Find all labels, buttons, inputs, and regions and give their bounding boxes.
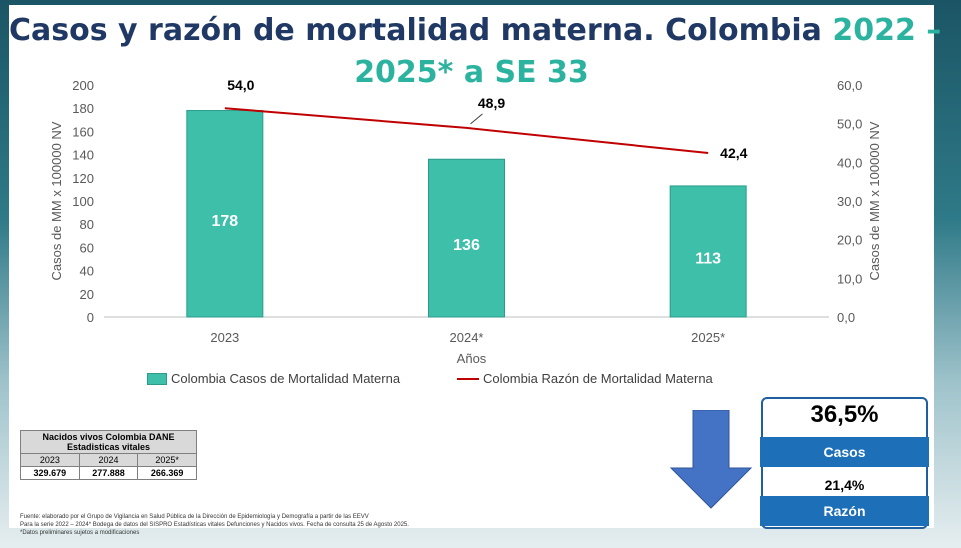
combo-chart: 0 20 40 60 80 100 120 140 160 180 200 0,0 10,0 20,0 3… <box>49 77 882 366</box>
line-value-label: 42,4 <box>720 145 747 161</box>
y-tick-label: 0 <box>87 310 94 325</box>
legend-item-ratio: Colombia Razón de Mortalidad Materna <box>457 371 713 386</box>
y-axis-label: Casos de MM x 100000 NV <box>49 121 64 280</box>
y-tick-label: 80 <box>80 217 94 232</box>
footnote-series: Para la serie 2022 – 2024* Bodega de dat… <box>20 522 409 528</box>
left-axis-ticks: 0 20 40 60 80 100 120 140 160 180 200 <box>72 78 94 325</box>
y-tick-label: 180 <box>72 101 94 116</box>
right-axis-ticks: 0,0 10,0 20,0 30,0 40,0 50,0 60,0 <box>837 78 862 325</box>
y2-tick-label: 40,0 <box>837 155 862 170</box>
legend-label-ratio: Colombia Razón de Mortalidad Materna <box>483 371 713 386</box>
bar-value-label: 136 <box>453 237 480 254</box>
legend-label-cases: Colombia Casos de Mortalidad Materna <box>171 371 401 386</box>
y2-tick-label: 60,0 <box>837 78 862 93</box>
legend-swatch-line <box>457 377 479 380</box>
births-year: 2024 <box>78 453 139 467</box>
legend-item-cases: Colombia Casos de Mortalidad Materna <box>147 371 400 386</box>
chart-title-line-2: 2025* a SE 33 <box>354 55 589 90</box>
footnote: Fuente: elaborado por el Grupo de Vigila… <box>20 513 540 537</box>
line-labels: 54,0 48,9 42,4 <box>227 77 747 161</box>
y-tick-label: 100 <box>72 194 94 209</box>
ratio-label: Razón <box>760 496 929 526</box>
y2-tick-label: 10,0 <box>837 271 862 286</box>
bar <box>669 185 747 318</box>
cases-percentage: 36,5% <box>810 401 879 428</box>
bar-series: 178 136 113 <box>186 110 747 318</box>
y-tick-label: 140 <box>72 148 94 163</box>
down-arrow-icon <box>669 410 753 509</box>
y2-tick-label: 30,0 <box>837 194 862 209</box>
summary-box: 36,5% Casos 21,4% Razón <box>760 397 929 529</box>
y-tick-label: 20 <box>80 287 94 302</box>
bar <box>186 110 264 318</box>
births-table-title: Nacidos vivos Colombia DANE Estadisticas … <box>20 430 197 454</box>
legend-swatch-bar <box>147 372 167 385</box>
births-table: Nacidos vivos Colombia DANE Estadisticas … <box>20 430 197 480</box>
y2-tick-label: 50,0 <box>837 117 862 132</box>
ratio-percentage: 21,4% <box>824 477 865 493</box>
x-axis-ticks: 2023 2024* 2025* <box>210 330 725 345</box>
chart-title-line-1: Casos y razón de mortalidad materna. Col… <box>9 13 942 48</box>
leader-line <box>470 113 483 125</box>
y-tick-label: 200 <box>72 78 94 93</box>
births-value: 277.888 <box>78 466 139 480</box>
bar <box>428 158 505 318</box>
y-tick-label: 40 <box>80 264 94 279</box>
x-tick-label: 2023 <box>210 330 239 345</box>
births-value: 266.369 <box>137 466 197 480</box>
y2-axis-label: Casos de MM x 100000 NV <box>867 121 882 280</box>
slide: Casos y razón de mortalidad materna. Col… <box>9 5 942 536</box>
footnote-preliminary: *Datos preliminares sujetos a modificaci… <box>20 530 140 536</box>
x-tick-label: 2024* <box>450 330 484 345</box>
y-tick-label: 60 <box>80 240 94 255</box>
x-axis-label: Años <box>457 351 487 366</box>
cases-label: Casos <box>760 437 929 467</box>
x-tick-label: 2025* <box>691 330 725 345</box>
footnote-source: Fuente: elaborado por el Grupo de Vigila… <box>20 514 369 520</box>
bar-value-label: 113 <box>695 250 721 267</box>
y-tick-label: 160 <box>72 124 94 139</box>
births-year: 2023 <box>20 453 80 467</box>
line-value-label: 54,0 <box>227 77 254 93</box>
births-value: 329.679 <box>20 466 80 480</box>
y-tick-label: 120 <box>72 171 94 186</box>
line-value-label: 48,9 <box>478 95 505 111</box>
births-year: 2025* <box>137 453 197 467</box>
ratio-line <box>224 107 709 155</box>
y2-tick-label: 0,0 <box>837 310 855 325</box>
y2-tick-label: 20,0 <box>837 233 862 248</box>
bar-value-label: 178 <box>211 213 238 230</box>
